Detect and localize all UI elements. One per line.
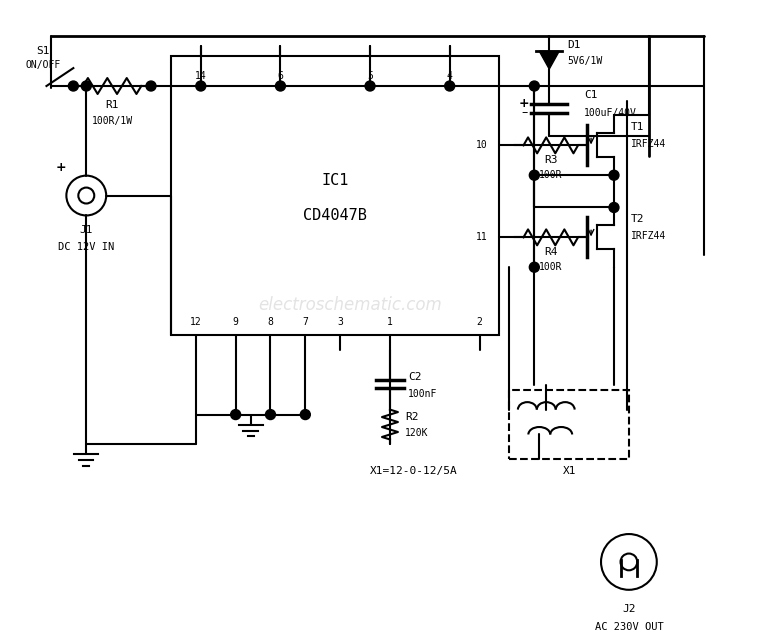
Circle shape (81, 81, 91, 91)
Circle shape (445, 81, 455, 91)
Circle shape (196, 81, 205, 91)
Circle shape (609, 170, 619, 180)
Text: J1: J1 (80, 225, 93, 236)
Text: 7: 7 (302, 317, 309, 327)
Text: C2: C2 (408, 371, 421, 382)
Circle shape (300, 410, 310, 420)
Text: 100R: 100R (539, 170, 562, 180)
Circle shape (529, 81, 539, 91)
Text: R1: R1 (105, 100, 119, 110)
Text: +: + (56, 161, 67, 173)
Text: 8: 8 (268, 317, 274, 327)
Circle shape (365, 81, 375, 91)
Text: 6: 6 (277, 71, 283, 81)
Circle shape (609, 203, 619, 213)
Text: 1: 1 (387, 317, 393, 327)
Text: T1: T1 (631, 123, 644, 133)
Circle shape (275, 81, 286, 91)
Text: 3: 3 (337, 317, 343, 327)
Text: 100nF: 100nF (408, 389, 437, 399)
Text: D1: D1 (567, 40, 581, 50)
Text: IRFZ44: IRFZ44 (631, 139, 666, 149)
Text: electroschematic.com: electroschematic.com (258, 296, 442, 314)
Text: AC 230V OUT: AC 230V OUT (594, 622, 663, 632)
Text: R3: R3 (544, 156, 557, 165)
Text: IC1: IC1 (321, 173, 349, 188)
Text: 10: 10 (476, 140, 487, 150)
Text: 9: 9 (233, 317, 239, 327)
Polygon shape (539, 51, 559, 69)
Text: CD4047B: CD4047B (303, 208, 367, 223)
Text: 14: 14 (195, 71, 207, 81)
Circle shape (146, 81, 156, 91)
Text: DC 12V IN: DC 12V IN (58, 243, 114, 252)
Text: 12: 12 (190, 317, 202, 327)
Text: X1: X1 (562, 466, 576, 476)
Text: 5V6/1W: 5V6/1W (567, 56, 603, 66)
Text: R4: R4 (544, 247, 557, 257)
Text: IRFZ44: IRFZ44 (631, 231, 666, 241)
Text: ON/OFF: ON/OFF (26, 60, 61, 70)
Text: R2: R2 (405, 411, 418, 422)
Text: J2: J2 (622, 604, 636, 613)
Text: 120K: 120K (405, 429, 428, 439)
Circle shape (230, 410, 240, 420)
Text: 2: 2 (477, 317, 483, 327)
Text: +: + (519, 97, 530, 110)
Circle shape (68, 81, 78, 91)
Text: 100R: 100R (539, 262, 562, 272)
Text: –: – (522, 107, 528, 119)
Circle shape (529, 170, 539, 180)
Text: S1: S1 (36, 46, 50, 56)
Text: 100R/1W: 100R/1W (92, 116, 133, 126)
Bar (171, 56, 500, 335)
Circle shape (529, 262, 539, 272)
Text: 4: 4 (446, 71, 453, 81)
Bar (509, 390, 629, 459)
Text: 100uF/40V: 100uF/40V (584, 108, 637, 118)
Text: 11: 11 (476, 232, 487, 243)
Text: C1: C1 (584, 90, 597, 100)
Text: X1=12-0-12/5A: X1=12-0-12/5A (370, 466, 458, 476)
Text: T2: T2 (631, 215, 644, 224)
Circle shape (265, 410, 275, 420)
Text: 5: 5 (367, 71, 373, 81)
